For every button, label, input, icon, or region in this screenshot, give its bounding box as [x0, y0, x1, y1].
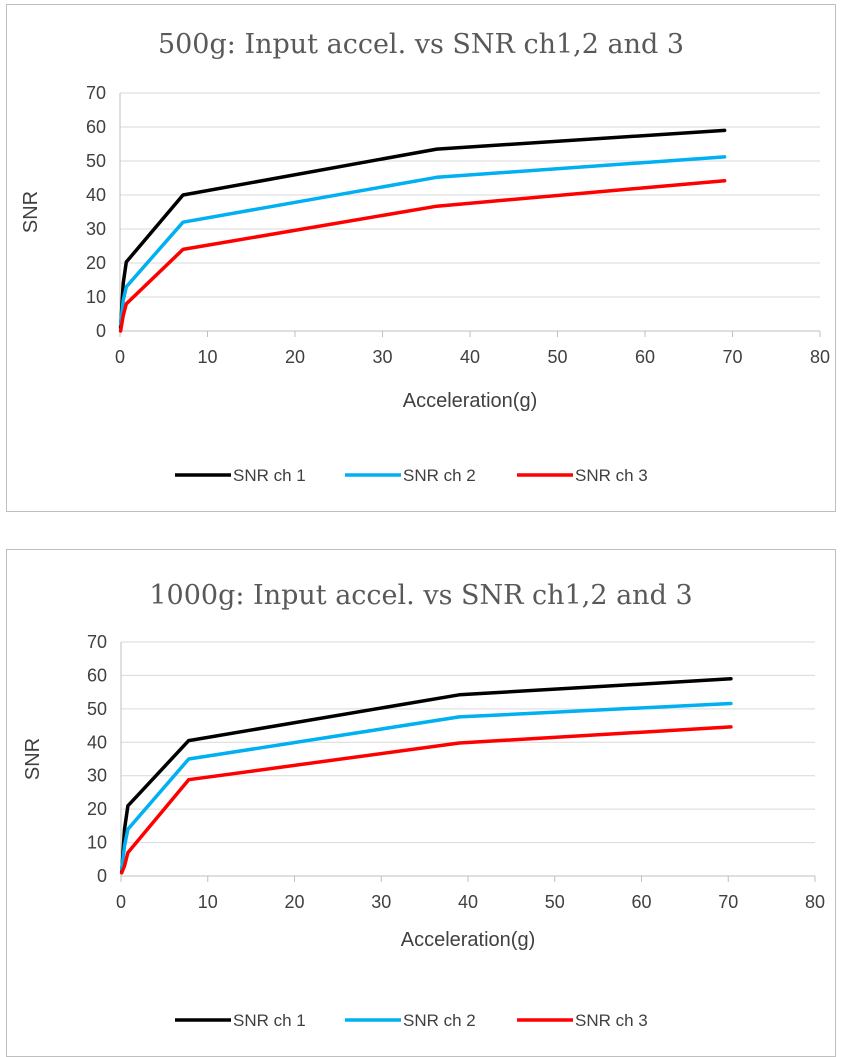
chart-1000g: 1000g: Input accel. vs SNR ch1,2 and 3 0 1…: [6, 549, 836, 1057]
y-tick-label: 60: [87, 665, 107, 685]
x-tick-label: 60: [631, 892, 651, 912]
legend-label-ch2: SNR ch 2: [403, 466, 476, 485]
y-tick-label: 10: [86, 287, 106, 307]
x-tick-label: 30: [371, 892, 391, 912]
y-tick-label: 30: [87, 766, 107, 786]
chart-svg-1000g: 1000g: Input accel. vs SNR ch1,2 and 3 0 1…: [22, 580, 825, 1030]
y-tick-label: 30: [86, 219, 106, 239]
x-tick-label: 0: [116, 892, 126, 912]
y-tick-label: 10: [87, 833, 107, 853]
y-tick-label: 60: [86, 117, 106, 137]
y-tick-label: 50: [87, 699, 107, 719]
series-line-ch2: [119, 701, 733, 872]
legend-label-ch1: SNR ch 1: [233, 1011, 306, 1030]
y-tick-label: 50: [86, 151, 106, 171]
x-tick-label: 80: [810, 347, 830, 367]
y-tick-label: 20: [86, 253, 106, 273]
series-line-ch2: [118, 155, 727, 326]
x-tick-label: 80: [805, 892, 825, 912]
y-tick-label: 40: [86, 185, 106, 205]
x-tick-label: 60: [635, 347, 655, 367]
x-tick-label: 0: [115, 347, 125, 367]
x-tick-label: 20: [285, 347, 305, 367]
legend-label-ch3: SNR ch 3: [575, 1011, 648, 1030]
legend-label-ch3: SNR ch 3: [575, 466, 648, 485]
x-tick-label: 50: [547, 347, 567, 367]
y-axis-title: SNR: [22, 738, 44, 780]
y-axis-title: SNR: [20, 191, 42, 233]
legend-label-ch1: SNR ch 1: [233, 466, 306, 485]
x-tick-label: 10: [197, 347, 217, 367]
y-tick-label: 40: [87, 732, 107, 752]
x-tick-label: 40: [458, 892, 478, 912]
series-line-ch3: [119, 725, 733, 875]
chart-title: 1000g: Input accel. vs SNR ch1,2 and 3: [149, 580, 692, 611]
chart-title: 500g: Input accel. vs SNR ch1,2 and 3: [158, 29, 684, 60]
y-tick-label: 70: [86, 83, 106, 103]
y-tick-label: 0: [97, 866, 107, 886]
series-line-ch1: [119, 677, 733, 875]
x-tick-label: 70: [722, 347, 742, 367]
x-tick-label: 30: [372, 347, 392, 367]
x-tick-label: 20: [284, 892, 304, 912]
y-tick-label: 20: [87, 799, 107, 819]
x-tick-label: 10: [198, 892, 218, 912]
chart-500g: 500g: Input accel. vs SNR ch1,2 and 3 0 10…: [6, 4, 836, 512]
series-line-ch1: [118, 128, 727, 330]
x-axis-title: Acceleration(g): [403, 390, 538, 412]
x-axis-title: Acceleration(g): [401, 929, 536, 951]
series-line-ch3: [118, 178, 727, 333]
x-tick-label: 40: [460, 347, 480, 367]
chart-svg-500g: 500g: Input accel. vs SNR ch1,2 and 3 0 10…: [20, 29, 830, 485]
y-tick-label: 70: [87, 632, 107, 652]
legend-label-ch2: SNR ch 2: [403, 1011, 476, 1030]
x-tick-label: 70: [718, 892, 738, 912]
x-tick-label: 50: [545, 892, 565, 912]
y-tick-label: 0: [96, 321, 106, 341]
